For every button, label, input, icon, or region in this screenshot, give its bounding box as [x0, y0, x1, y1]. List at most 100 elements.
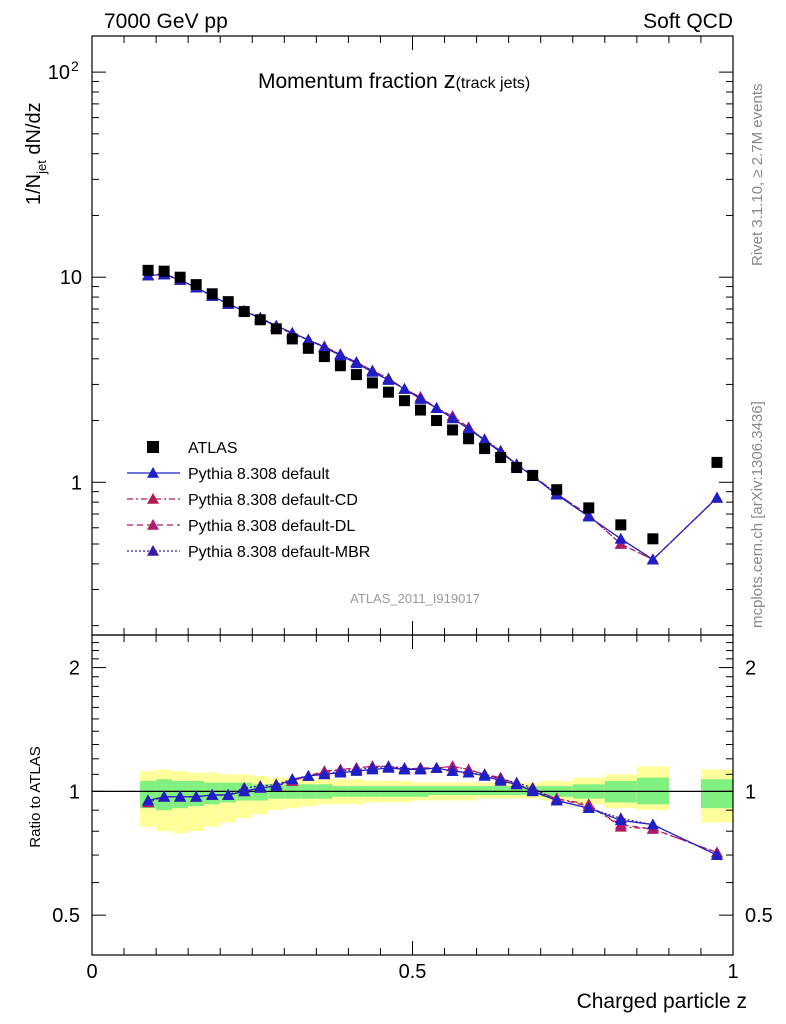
atlas-data-point	[615, 519, 627, 531]
atlas-data-point	[174, 271, 186, 283]
ratio-series-marker	[462, 766, 475, 778]
legend-label: Pythia 8.308 default	[188, 466, 330, 483]
ratio-ytick-label: 1	[69, 781, 80, 803]
atlas-data-point	[334, 360, 346, 372]
atlas-data-point	[254, 314, 266, 326]
ratio-inner-band	[508, 786, 525, 795]
ratio-series-marker	[350, 765, 363, 776]
main-series-marker	[334, 349, 347, 361]
ratio-series-marker	[222, 788, 235, 800]
header-left-label: 7000 GeV pp	[104, 10, 228, 33]
atlas-data-point	[238, 306, 250, 318]
legend-label: Pythia 8.308 default-MBR	[188, 544, 370, 561]
atlas-data-point	[350, 369, 362, 381]
legend-atlas-marker	[147, 441, 159, 453]
main-ytick-label: 10	[48, 62, 70, 84]
main-series-marker	[318, 341, 331, 353]
atlas-data-point	[318, 351, 330, 363]
main-series-marker	[382, 374, 395, 385]
main-series-marker	[430, 402, 443, 413]
legend-marker	[147, 519, 159, 530]
main-series-marker	[462, 422, 475, 434]
analysis-watermark: ATLAS_2011_I919017	[350, 591, 480, 606]
ratio-series-marker	[582, 802, 595, 813]
atlas-data-point	[527, 469, 539, 481]
ratio-inner-band	[444, 786, 461, 795]
main-series-marker	[582, 510, 595, 522]
ratio-inner-band	[428, 786, 445, 795]
ratio-series-marker	[550, 794, 563, 806]
ratio-series-marker	[526, 785, 539, 797]
atlas-data-point	[398, 395, 410, 407]
ratio-ytick-label-right: 0.5	[745, 905, 773, 927]
atlas-data-point	[415, 404, 427, 416]
ratio-series-marker	[446, 765, 459, 776]
legend: ATLAS Pythia 8.308 default Pythia 8.308 de…	[127, 440, 370, 561]
atlas-data-point	[286, 333, 298, 345]
atlas-data-point	[495, 452, 507, 464]
atlas-data-point	[206, 288, 218, 300]
ratio-series-marker	[238, 785, 251, 797]
main-series-marker	[446, 412, 459, 424]
x-tick-label: 0	[86, 961, 97, 983]
ratio-series-marker	[646, 818, 659, 830]
ratio-series-marker	[510, 778, 523, 790]
ratio-inner-band	[460, 786, 477, 795]
main-ytick-label: 1	[71, 472, 82, 494]
atlas-data-point	[382, 386, 394, 398]
x-tick-label: 0.5	[399, 961, 427, 983]
main-ytick-label: 10	[60, 267, 82, 289]
main-ylabel-prefix: 1/N	[23, 174, 45, 205]
main-series-marker	[398, 382, 411, 394]
atlas-data-point	[463, 433, 475, 445]
ratio-ytick-label: 2	[69, 658, 80, 680]
main-ylabel-sub: jet	[34, 160, 49, 175]
ratio-series-marker	[206, 788, 219, 800]
ratio-series-marker	[494, 774, 507, 786]
main-ytick-exponent: 2	[71, 58, 79, 74]
ratio-series-marker	[190, 790, 203, 802]
atlas-data-point	[366, 377, 378, 389]
ratio-series-marker	[478, 769, 491, 781]
ratio-series-marker	[142, 794, 155, 806]
x-tick-label: 1	[727, 961, 738, 983]
main-series-marker	[350, 357, 363, 369]
ratio-ytick-label-right: 2	[745, 658, 756, 680]
ratio-series-marker	[430, 761, 443, 773]
chart-title: Momentum fraction z(track jets)	[258, 67, 530, 94]
mcplots-label: mcplots.cern.ch [arXiv:1306.3436]	[749, 401, 766, 628]
ratio-inner-band	[700, 779, 733, 809]
atlas-data-point	[142, 264, 154, 276]
atlas-data-point	[190, 279, 202, 291]
main-series-marker	[414, 392, 427, 404]
ratio-ytick-label: 0.5	[52, 905, 80, 927]
ratio-series-marker	[270, 780, 283, 791]
main-series-marker	[646, 553, 659, 565]
atlas-data-point	[647, 533, 659, 545]
ratio-series-marker	[366, 763, 379, 775]
ratio-series-marker	[318, 768, 331, 780]
main-ylabel: 1/Njet dN/dz	[23, 102, 49, 205]
main-series-marker	[302, 333, 315, 345]
legend-marker	[147, 545, 159, 556]
ratio-series-marker	[614, 814, 627, 826]
atlas-data-point	[270, 323, 282, 335]
ratio-series-marker	[382, 761, 395, 773]
ratio-series-marker	[414, 763, 427, 775]
main-series-marker	[710, 491, 723, 503]
header-right-label: Soft QCD	[643, 10, 733, 33]
x-axis-label: Charged particle z	[577, 990, 747, 1013]
ratio-series-marker	[334, 766, 347, 778]
ratio-series-marker	[302, 769, 315, 781]
rivet-version-label: Rivet 3.1.10, ≥ 2.7M events	[749, 84, 766, 267]
atlas-data-point	[479, 443, 491, 455]
legend-marker	[147, 467, 159, 478]
ratio-series-marker	[174, 790, 187, 802]
main-series-marker	[478, 434, 491, 446]
legend-label: Pythia 8.308 default-DL	[188, 518, 355, 535]
ratio-series-marker	[254, 781, 267, 793]
legend-label: Pythia 8.308 default-CD	[188, 492, 358, 509]
atlas-data-point	[583, 502, 595, 514]
